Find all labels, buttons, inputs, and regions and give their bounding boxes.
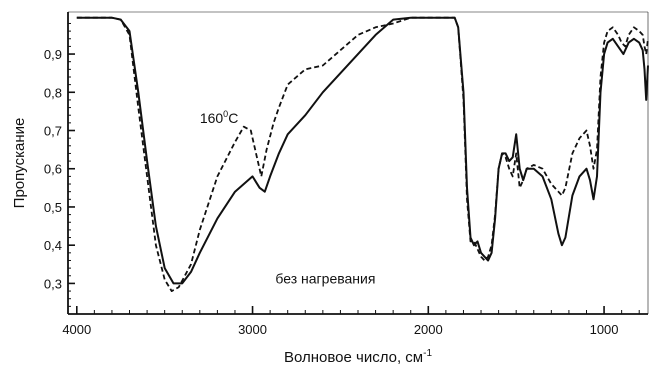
x-tick-label: 4000 <box>62 322 91 337</box>
annotation-160c: 1600C <box>200 109 239 126</box>
x-tick-label: 3000 <box>238 322 267 337</box>
y-tick-label: 0,4 <box>44 238 62 253</box>
annotations-layer: 1600C без нагревания <box>200 109 376 287</box>
x-tick-label: 1000 <box>590 322 619 337</box>
y-tick-label: 0,3 <box>44 276 62 291</box>
series-line-solid <box>76 16 649 285</box>
axes-layer: 4000 3000 2000 1000 0,3 0,4 0,5 0,6 0,7 0,8 0,9 <box>44 11 649 337</box>
x-tick-label: 2000 <box>414 322 443 337</box>
x-ticks: 4000 3000 2000 1000 <box>62 306 619 337</box>
y-tick-label: 0,9 <box>44 47 62 62</box>
y-tick-label: 0,8 <box>44 85 62 100</box>
annotation-no-heating: без нагревания <box>275 270 375 286</box>
series-line-dashed <box>76 16 649 293</box>
x-axis-title: Волновое число, см-1 <box>284 348 432 366</box>
y-tick-label: 0,6 <box>44 162 62 177</box>
y-tick-label: 0,5 <box>44 200 62 215</box>
y-tick-label: 0,7 <box>44 124 62 139</box>
y-axis-title: Пропускание <box>11 118 28 209</box>
series-layer <box>76 16 649 293</box>
y-ticks: 0,3 0,4 0,5 0,6 0,7 0,8 0,9 <box>44 47 75 291</box>
